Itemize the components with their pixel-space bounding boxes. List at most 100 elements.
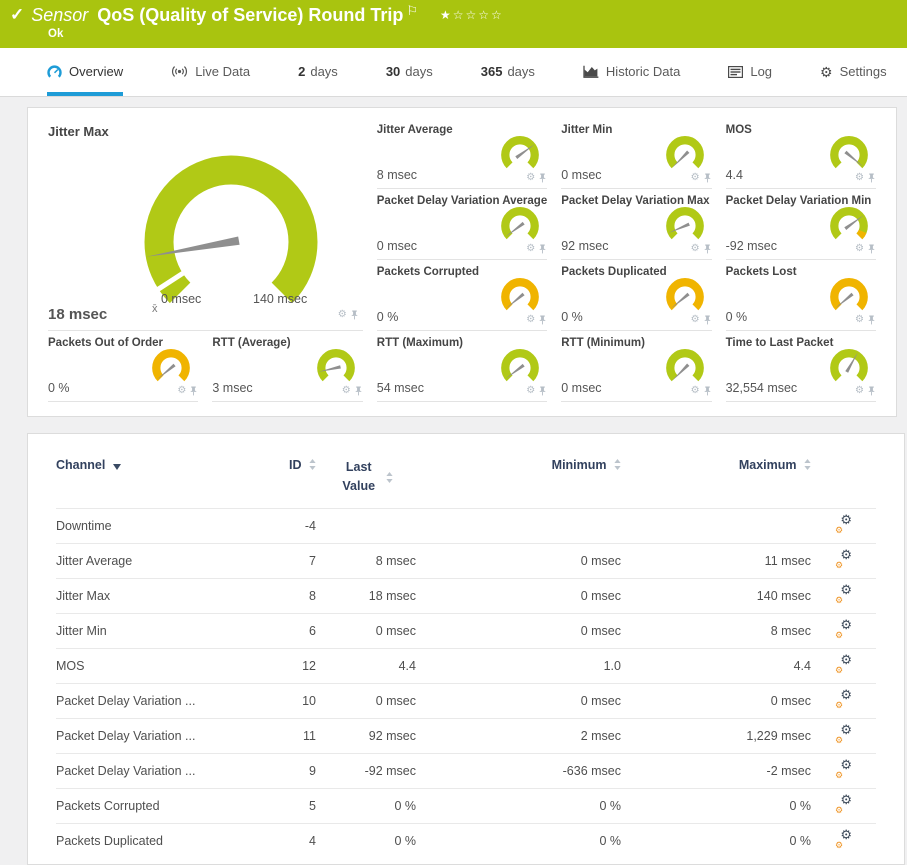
gauge-pin-icon[interactable]	[867, 315, 876, 325]
gear-icon-small: ⚙	[835, 804, 844, 815]
gauge-title: RTT (Minimum)	[561, 337, 645, 349]
gauge-pin-icon[interactable]	[867, 244, 876, 254]
log-icon	[728, 65, 744, 78]
column-header-id[interactable]: ID	[246, 456, 316, 508]
gauge-pin-icon[interactable]	[189, 386, 198, 396]
gauge-settings-gear-icon[interactable]: ⚙	[855, 385, 864, 396]
tab-30-days[interactable]: 30 days	[386, 48, 433, 96]
gauge-settings-gear-icon[interactable]: ⚙	[526, 385, 536, 396]
gauge-settings-gear-icon[interactable]: ⚙	[690, 385, 700, 396]
gauge-cell-packets-lost: Packets Lost 0 % ⚙	[725, 260, 876, 331]
gauge-pin-icon[interactable]	[538, 315, 547, 325]
gauge-settings-gear-icon[interactable]: ⚙	[341, 385, 351, 396]
tab-number: 365	[480, 64, 503, 79]
channels-table-panel: Channel ID Last Value Minimum	[27, 433, 905, 865]
table-row: Downtime -4 ⚙ ⚙	[56, 507, 876, 543]
gauge-pin-icon[interactable]	[354, 386, 363, 396]
gauge-settings-gear-icon[interactable]: ⚙	[337, 309, 347, 320]
tab-2-days[interactable]: 2 days	[298, 48, 338, 96]
table-row: Packets Duplicated 4 0 % 0 % 0 % ⚙ ⚙	[56, 822, 876, 858]
column-header-actions	[811, 456, 876, 508]
channel-name: Jitter Max	[56, 577, 246, 613]
gear-icon-small: ⚙	[835, 839, 844, 850]
tab-live-data[interactable]: Live Data	[171, 48, 250, 96]
gauge-cell-packet-delay-variation-max: Packet Delay Variation Max 92 msec ⚙	[561, 189, 712, 260]
channel-settings-icon[interactable]: ⚙ ⚙	[835, 653, 852, 675]
gauge-settings-gear-icon[interactable]: ⚙	[855, 243, 864, 254]
channel-settings-icon[interactable]: ⚙ ⚙	[835, 758, 852, 780]
channel-name: Packets Duplicated	[56, 822, 246, 858]
gauge-settings-gear-icon[interactable]: ⚙	[526, 314, 536, 325]
gear-icon: ⚙	[840, 546, 852, 562]
gauge-settings-gear-icon[interactable]: ⚙	[690, 314, 700, 325]
column-header-channel[interactable]: Channel	[56, 456, 246, 508]
gauge-pin-icon[interactable]	[538, 173, 547, 183]
gauge-title: Packets Out of Order	[48, 337, 164, 349]
gauge-pin-icon[interactable]	[703, 386, 712, 396]
gauge-settings-gear-icon[interactable]: ⚙	[690, 243, 700, 254]
channel-last-value: 0 %	[316, 822, 416, 858]
gauge-settings-gear-icon[interactable]: ⚙	[177, 385, 187, 396]
channel-name: Packets Corrupted	[56, 787, 246, 823]
tab-settings[interactable]: ⚙ Settings	[820, 48, 887, 96]
gauge-value: 32,554 msec	[725, 381, 798, 395]
channel-maximum: 0 %	[621, 822, 811, 858]
sort-desc-icon	[112, 464, 121, 470]
tab-log[interactable]: Log	[728, 48, 772, 96]
gauge-pin-icon[interactable]	[538, 244, 547, 254]
channel-settings-icon[interactable]: ⚙ ⚙	[835, 583, 852, 605]
gauge-value: 0 %	[561, 310, 583, 324]
priority-flag-icon[interactable]: ⚐	[406, 3, 418, 18]
gauge-value: 18 msec	[48, 306, 108, 323]
gauge-pin-icon[interactable]	[867, 173, 876, 183]
channel-settings-icon[interactable]: ⚙ ⚙	[835, 688, 852, 710]
gauge-pin-icon[interactable]	[703, 244, 712, 254]
gauge-title: Packets Lost	[725, 266, 797, 278]
gauge-cell-jitter-min: Jitter Min 0 msec ⚙	[561, 118, 712, 189]
column-label: Maximum	[738, 458, 797, 472]
channel-maximum: 0 %	[621, 787, 811, 823]
page-title: QoS (Quality of Service) Round Trip	[97, 5, 404, 25]
channel-name: MOS	[56, 647, 246, 683]
rating-stars[interactable]: ★☆☆☆☆	[440, 8, 504, 22]
gauge-settings-gear-icon[interactable]: ⚙	[855, 172, 864, 183]
tab-historic-data[interactable]: Historic Data	[583, 48, 680, 96]
gauge-settings-gear-icon[interactable]: ⚙	[526, 243, 536, 254]
gear-icon-small: ⚙	[835, 524, 844, 535]
channel-settings-icon[interactable]: ⚙ ⚙	[835, 513, 852, 535]
gear-icon-small: ⚙	[835, 769, 844, 780]
channel-minimum: 0 msec	[416, 682, 621, 718]
channels-table: Channel ID Last Value Minimum	[56, 456, 876, 858]
gauge-cell-packet-delay-variation-min: Packet Delay Variation Min -92 msec ⚙	[725, 189, 876, 260]
table-row: Packets Corrupted 5 0 % 0 % 0 % ⚙ ⚙	[56, 787, 876, 823]
channel-settings-icon[interactable]: ⚙ ⚙	[835, 793, 852, 815]
channel-settings-icon[interactable]: ⚙ ⚙	[835, 618, 852, 640]
gauge-pin-icon[interactable]	[350, 310, 359, 320]
overview-content: Jitter Max x̄ 0 msec 140 msec 18 msec ⚙ …	[0, 97, 907, 865]
gauge-cell-packets-out-of-order: Packets Out of Order 0 % ⚙	[48, 331, 199, 402]
column-header-maximum[interactable]: Maximum	[621, 456, 811, 508]
gauge-dial	[662, 272, 708, 320]
channel-settings-icon[interactable]: ⚙ ⚙	[835, 828, 852, 850]
tab-label: days	[310, 64, 338, 79]
gauge-value: 0 msec	[561, 381, 602, 395]
gauge-pin-icon[interactable]	[867, 386, 876, 396]
channel-settings-icon[interactable]: ⚙ ⚙	[835, 548, 852, 570]
channel-id: 8	[246, 577, 316, 613]
column-header-minimum[interactable]: Minimum	[416, 456, 621, 508]
channel-minimum: 0 %	[416, 822, 621, 858]
tab-365-days[interactable]: 365 days	[481, 48, 535, 96]
gauge-pin-icon[interactable]	[538, 386, 547, 396]
table-row: Packet Delay Variation ... 11 92 msec 2 …	[56, 717, 876, 753]
column-header-last-value[interactable]: Last Value	[316, 456, 416, 508]
channel-settings-icon[interactable]: ⚙ ⚙	[835, 723, 852, 745]
gauge-settings-gear-icon[interactable]: ⚙	[855, 314, 864, 325]
gauge-title: Time to Last Packet	[725, 337, 834, 349]
gauge-pin-icon[interactable]	[703, 315, 712, 325]
channel-maximum: 140 msec	[621, 577, 811, 613]
gear-icon: ⚙	[820, 63, 833, 80]
tab-overview[interactable]: Overview	[47, 48, 124, 96]
gauge-settings-gear-icon[interactable]: ⚙	[526, 172, 536, 183]
gauge-pin-icon[interactable]	[703, 173, 712, 183]
gauge-settings-gear-icon[interactable]: ⚙	[690, 172, 700, 183]
